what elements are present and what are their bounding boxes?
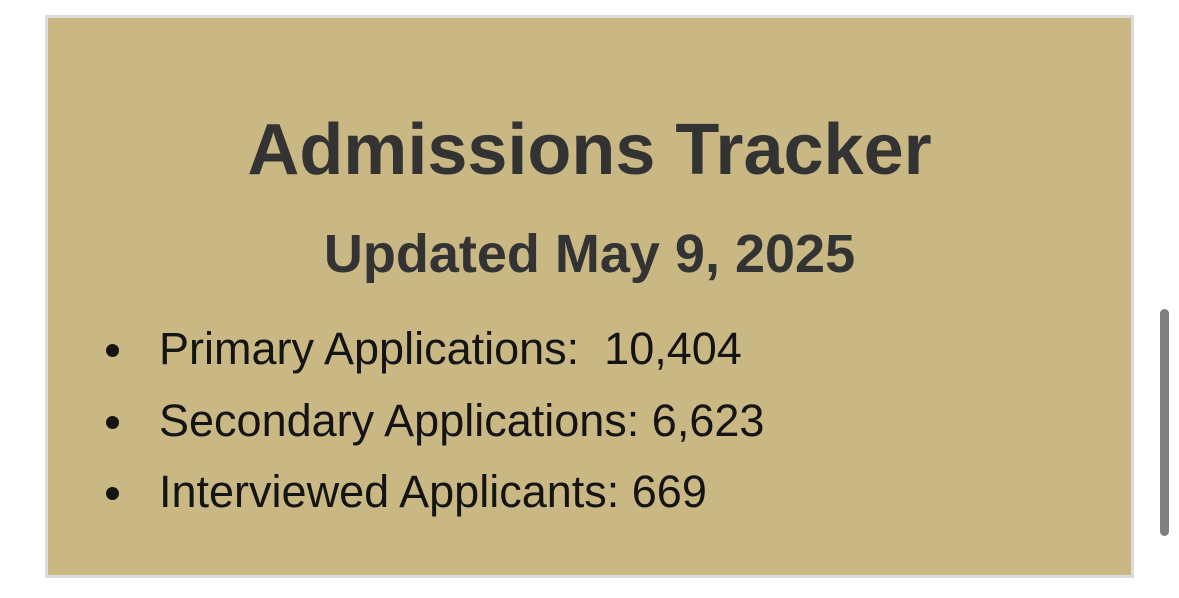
- list-item: Primary Applications: 10,404: [48, 313, 764, 385]
- bullet-icon: [106, 415, 119, 429]
- page-title: Admissions Tracker: [247, 110, 932, 190]
- list-item: Secondary Applications: 6,623: [48, 385, 764, 457]
- stats-list: Primary Applications: 10,404 Secondary A…: [48, 313, 764, 528]
- stat-secondary-applications: Secondary Applications: 6,623: [159, 394, 765, 446]
- updated-date: Updated May 9, 2025: [323, 224, 856, 284]
- admissions-tracker-card: Admissions Tracker Updated May 9, 2025 P…: [45, 15, 1134, 578]
- stat-interviewed-applicants: Interviewed Applicants: 669: [159, 466, 707, 517]
- stat-primary-applications: Primary Applications: 10,404: [159, 323, 742, 374]
- list-item: Interviewed Applicants: 669: [48, 456, 764, 528]
- vertical-scrollbar[interactable]: [1160, 309, 1169, 536]
- bullet-icon: [106, 487, 119, 500]
- bullet-icon: [106, 344, 119, 357]
